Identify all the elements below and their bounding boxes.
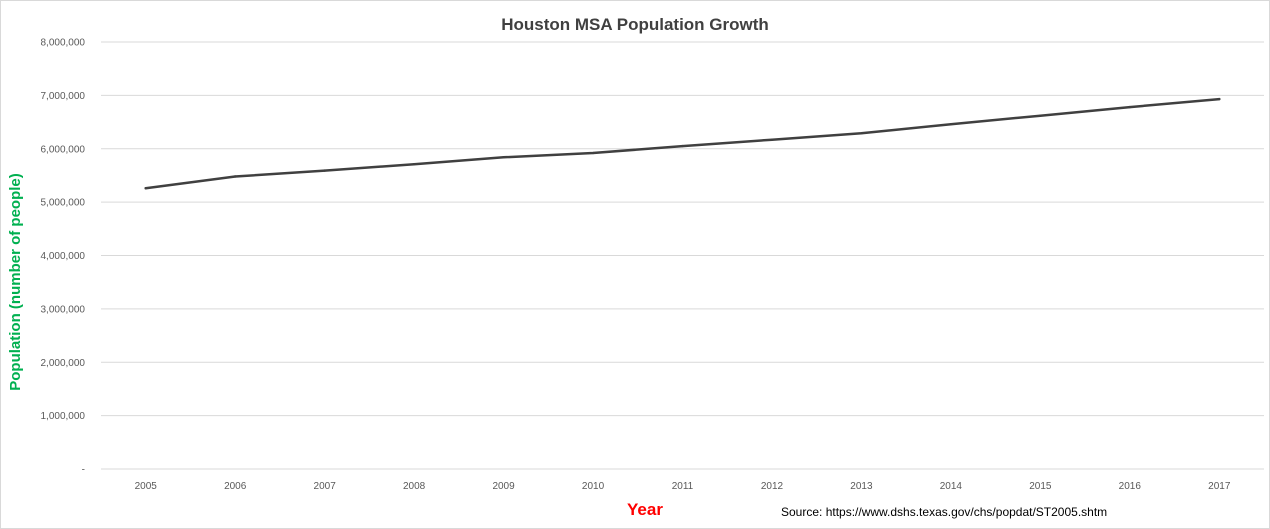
data-point xyxy=(1128,105,1132,109)
x-axis-label: Year xyxy=(627,500,663,519)
gridlines xyxy=(101,41,1264,470)
x-tick-label: 2011 xyxy=(672,481,694,492)
source-note: Source: https://www.dshs.texas.gov/chs/p… xyxy=(781,505,1107,519)
chart-title: Houston MSA Population Growth xyxy=(501,15,769,34)
x-tick-label: 2016 xyxy=(1119,481,1142,492)
y-tick-label: 3,000,000 xyxy=(41,304,86,315)
data-point xyxy=(502,156,505,159)
x-tick-label: 2006 xyxy=(224,481,247,492)
x-tick-label: 2014 xyxy=(940,481,963,492)
data-point xyxy=(591,151,595,155)
x-axis-ticks: 2005 2006 2007 2008 2009 2010 2011 2012 2013 2014… xyxy=(135,481,1231,492)
data-point xyxy=(323,169,326,172)
y-tick-label: 8,000,000 xyxy=(41,38,86,49)
y-tick-label: 6,000,000 xyxy=(41,144,86,155)
series-line-population xyxy=(144,97,1221,190)
x-tick-label: 2013 xyxy=(850,481,873,492)
y-tick-label: 7,000,000 xyxy=(41,91,86,102)
series-group xyxy=(144,97,1221,190)
y-tick-label: 5,000,000 xyxy=(41,198,86,209)
y-tick-label: - xyxy=(82,465,85,476)
x-tick-label: 2008 xyxy=(403,481,426,492)
y-tick-label: 1,000,000 xyxy=(41,411,86,422)
data-point xyxy=(1039,114,1042,117)
x-tick-label: 2012 xyxy=(761,481,784,492)
x-tick-label: 2009 xyxy=(492,481,515,492)
y-tick-label: 4,000,000 xyxy=(41,251,86,262)
data-point xyxy=(412,163,416,166)
data-point xyxy=(860,132,863,135)
y-axis-ticks: - 1,000,000 2,000,000 3,000,000 4,000,000 5,0… xyxy=(41,38,86,476)
y-tick-label: 2,000,000 xyxy=(41,358,86,369)
x-tick-label: 2010 xyxy=(582,481,605,492)
data-point xyxy=(233,175,237,178)
y-axis-label: Population (number of people) xyxy=(7,173,24,391)
data-point xyxy=(949,122,953,126)
data-point xyxy=(681,144,684,148)
x-tick-label: 2017 xyxy=(1208,481,1231,492)
x-tick-label: 2005 xyxy=(135,481,158,492)
data-point xyxy=(144,187,147,190)
x-tick-label: 2007 xyxy=(314,481,337,492)
data-point xyxy=(1218,97,1221,101)
data-point xyxy=(770,138,774,141)
x-tick-label: 2015 xyxy=(1029,481,1052,492)
